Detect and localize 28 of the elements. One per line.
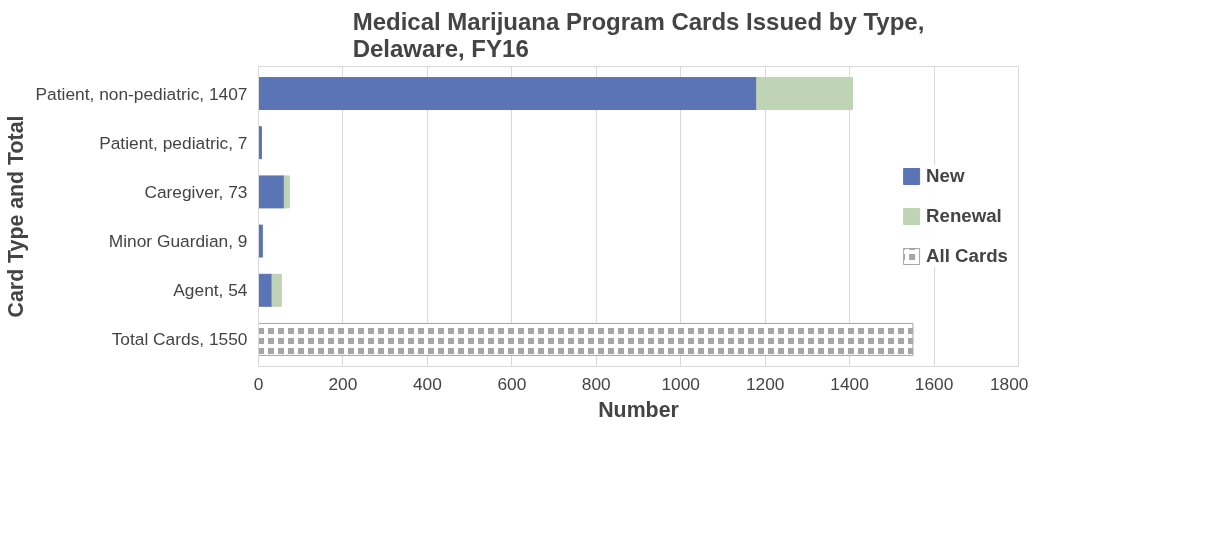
chart-title: Medical Marijuana Program Cards Issued by Type, Delaware, FY16 [352,7,925,62]
x-tick-label: 1400 [830,373,869,394]
y-tick-label: Agent, 54 [173,280,248,301]
x-tick-label: 1000 [661,373,701,394]
x-tick-label: 0 [253,373,264,394]
bar [271,273,282,307]
legend-label: Renewal [926,205,1002,227]
x-tick-label: 1800 [989,373,1029,394]
x-tick-label: 200 [328,373,358,394]
bar [756,77,854,111]
bar [258,77,758,111]
y-tick-label: Minor Guardian, 9 [108,231,248,252]
y-tick-label: Caregiver, 73 [144,181,248,202]
x-tick-label: 800 [581,373,611,394]
y-tick-label: Total Cards, 1550 [111,329,248,350]
bar [258,224,263,258]
y-tick-label: Patient, pediatric, 7 [99,132,248,153]
bar [283,175,290,209]
y-axis-title: Card Type and Total [3,115,28,318]
x-tick-label: 600 [497,373,527,394]
legend-label: All Cards [926,245,1008,267]
y-tick-label: Patient, non-pediatric, 1407 [35,83,248,104]
x-axis-title: Number [598,397,679,422]
legend-label: New [926,165,965,187]
bar [258,175,285,209]
x-tick-label: 1600 [914,373,954,394]
x-tick-label: 1200 [745,373,785,394]
x-tick-label: 400 [412,373,442,394]
